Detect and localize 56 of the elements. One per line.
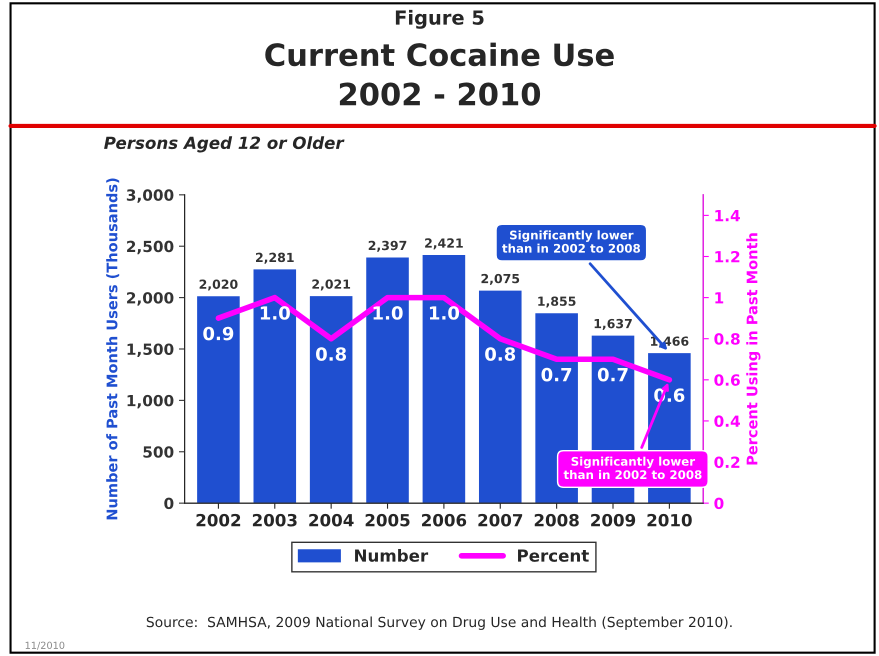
bar <box>421 254 467 504</box>
data-label: 2,281 <box>256 252 294 264</box>
data-label: 1,855 <box>538 296 576 308</box>
data-label: 2,020 <box>200 280 238 291</box>
y-tick-label: 1,000 <box>128 394 174 408</box>
annotation: Significantly lower than in 2002 to 2008 <box>502 230 640 253</box>
data-label: 0.7 <box>598 368 628 382</box>
data-label: 1.0 <box>374 306 403 320</box>
y-tick-label: 2,000 <box>127 292 174 306</box>
y-tick-label: 2,500 <box>127 240 174 254</box>
data-label: 1.0 <box>260 306 290 320</box>
y2-axis-title: Percent Using in Past Month <box>746 233 760 465</box>
data-label: 0.7 <box>542 368 572 382</box>
x-tick-label: 2009 <box>591 514 636 526</box>
bar <box>308 294 354 504</box>
data-label: 2,075 <box>481 274 520 285</box>
y-tick-label: 0 <box>164 498 174 510</box>
y2-tick-label: 0.6 <box>714 374 740 386</box>
data-label: 1.0 <box>430 306 460 320</box>
data-label: 0.8 <box>485 347 516 361</box>
data-label: 0.9 <box>203 326 234 340</box>
x-tick-label: 2007 <box>478 514 522 526</box>
y2-tick-label: 1 <box>715 292 724 304</box>
data-label: 2,021 <box>312 279 350 290</box>
y2-tick-label: 1.2 <box>715 250 740 262</box>
x-tick-label: 2010 <box>648 514 692 526</box>
bar <box>252 268 298 504</box>
y2-tick-label: 0 <box>714 498 724 510</box>
y2-tick-label: 0.8 <box>714 333 740 345</box>
text: Number <box>355 548 428 562</box>
y2-tick-label: 0.4 <box>714 415 740 427</box>
y-tick-label: 1,500 <box>128 343 174 357</box>
text: 11/2010 <box>26 642 64 650</box>
y-tick-label: 3,000 <box>126 189 174 203</box>
x-tick-label: 2006 <box>422 514 466 526</box>
data-label: 1,637 <box>594 318 632 330</box>
annotation: Significantly lower than in 2002 to 2008 <box>564 456 702 480</box>
chart-title: Figure 5 Current Cocaine Use 2002 - 2010 <box>265 10 614 106</box>
x-tick-label: 2003 <box>252 514 297 526</box>
data-label: 0.8 <box>316 347 346 361</box>
data-label: 2,421 <box>425 238 463 250</box>
legend-label: Percent <box>518 549 589 562</box>
chart-subtitle: Persons Aged 12 or Older <box>104 136 345 152</box>
data-label: 2,397 <box>368 240 406 252</box>
y2-tick-label: 1.4 <box>715 210 740 222</box>
x-tick-label: 2005 <box>366 514 410 526</box>
y-tick-label: 500 <box>143 446 174 458</box>
y2-tick-label: 0.2 <box>714 456 740 468</box>
source-note: Source: SAMHSA, 2009 National Survey on Drug Use and Health (September 2010). <box>146 616 732 630</box>
bar <box>478 289 523 504</box>
y-axis-title: Number of Past Month Users (Thousands) <box>106 178 120 520</box>
bar <box>196 294 242 504</box>
x-tick-label: 2004 <box>309 514 354 526</box>
bar <box>364 256 410 504</box>
x-tick-label: 2002 <box>196 514 240 526</box>
x-tick-label: 2008 <box>534 514 579 526</box>
